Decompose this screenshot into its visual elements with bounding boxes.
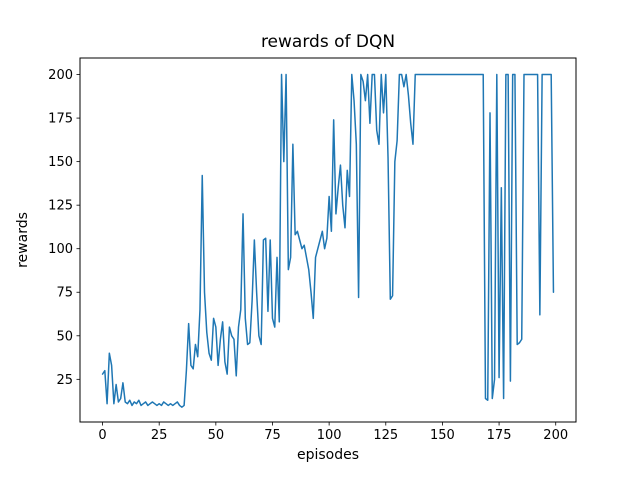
y-tick-label: 200 (48, 68, 73, 83)
y-axis-label: rewards (15, 212, 31, 268)
chart-title: rewards of DQN (261, 32, 395, 52)
x-tick-label: 100 (317, 428, 342, 443)
x-tick-label: 125 (373, 428, 398, 443)
x-tick-label: 175 (487, 428, 512, 443)
x-tick-label: 25 (151, 428, 168, 443)
reward-line (101, 73, 555, 408)
plot-area: 0 25 50 75 100 125 150 175 200 25 50 75 100 125 150 175… (48, 57, 577, 443)
y-tick-label: 150 (48, 155, 73, 170)
y-tick-label: 50 (56, 329, 73, 344)
y-tick-label: 175 (48, 112, 73, 127)
x-tick-label: 200 (543, 428, 568, 443)
x-tick-label: 75 (264, 428, 281, 443)
x-axis-label: episodes (297, 447, 359, 463)
axes-frame (79, 57, 577, 423)
x-tick-label: 150 (430, 428, 455, 443)
y-tick-label: 75 (56, 286, 73, 301)
y-tick-label: 25 (56, 373, 73, 388)
y-tick-label: 125 (48, 199, 73, 214)
x-tick-label: 0 (98, 428, 106, 443)
y-tick-label: 100 (48, 242, 73, 257)
x-tick-label: 50 (208, 428, 225, 443)
